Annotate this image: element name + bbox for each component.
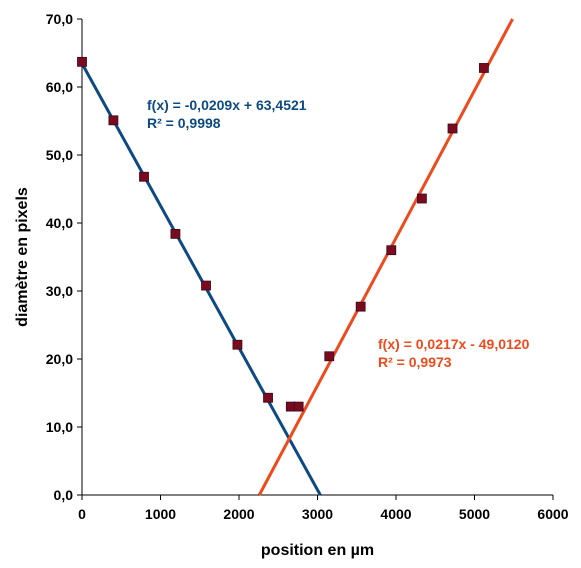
data-point	[293, 401, 304, 412]
y-tick-label: 40,0	[46, 215, 73, 231]
data-point	[232, 339, 243, 350]
data-point	[263, 392, 273, 403]
data-point	[201, 280, 211, 291]
y-tick-label: 50,0	[46, 147, 73, 163]
data-point	[355, 301, 366, 312]
trendline-equation: f(x) = -0,0209x + 63,4521	[147, 97, 307, 113]
equations: f(x) = -0,0209x + 63,4521 R² = 0,9998 f(x)…	[147, 97, 530, 370]
y-tick-label: 20,0	[46, 351, 73, 367]
trendlines	[80, 18, 514, 496]
x-tick-label: 2000	[223, 506, 254, 522]
x-tick-label: 5000	[459, 506, 490, 522]
y-tick-label: 70,0	[46, 11, 73, 27]
trendline-r2: R² = 0,9973	[378, 354, 452, 370]
data-point	[77, 56, 87, 67]
x-tick-label: 6000	[537, 506, 568, 522]
y-axis-title: diamètre en pixels	[14, 187, 31, 327]
trendline-2	[257, 18, 514, 496]
trendline-1	[80, 62, 322, 496]
data-point	[324, 351, 335, 362]
x-axis-title: position en µm	[261, 542, 374, 559]
x-tick-label: 1000	[145, 506, 176, 522]
data-point	[170, 228, 181, 239]
trendline-equation: f(x) = 0,0217x - 49,0120	[378, 336, 530, 352]
data-point	[386, 245, 397, 256]
y-tick-label: 60,0	[46, 79, 73, 95]
x-tick-label: 4000	[380, 506, 411, 522]
data-point	[108, 115, 119, 126]
axes	[81, 19, 553, 496]
data-point	[139, 171, 149, 182]
data-point	[447, 123, 458, 134]
x-tick-label: 0	[78, 506, 86, 522]
y-tick-label: 10,0	[46, 419, 73, 435]
data-points	[77, 56, 489, 412]
y-tick-label: 30,0	[46, 283, 73, 299]
data-point	[417, 193, 427, 204]
trendline-r2: R² = 0,9998	[147, 115, 221, 131]
x-tick-label: 3000	[302, 506, 333, 522]
data-point	[479, 63, 489, 73]
ticks: 0 1000 2000 3000 4000 5000 6000 0,0 10,0 20,0 30,0…	[46, 11, 569, 522]
y-tick-label: 0,0	[54, 487, 74, 503]
